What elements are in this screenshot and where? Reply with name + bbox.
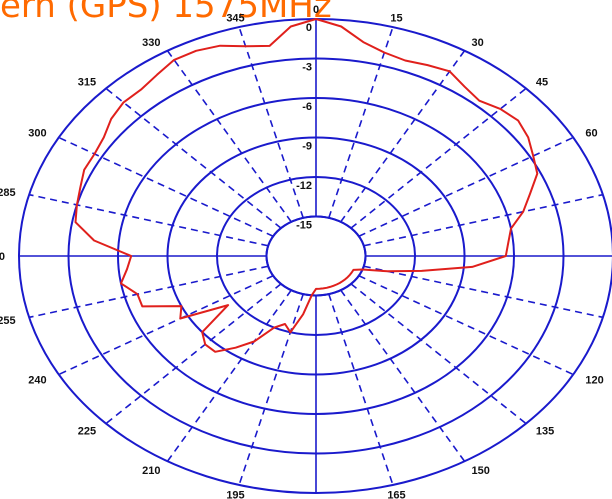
radial-tick-label: -9: [302, 141, 312, 153]
radial-tick-label: -6: [302, 101, 312, 113]
radial-tick-label: -3: [302, 62, 312, 74]
radial-labels: 0 -3 -6 -9 -12 -15: [296, 22, 312, 232]
angle-tick-label: 30: [472, 37, 484, 49]
angle-tick-label: 15: [390, 12, 402, 24]
grid-spoke: [238, 26, 304, 219]
grid-spoke: [328, 26, 394, 219]
angle-tick-label: 165: [387, 490, 405, 499]
angle-tick-label: 345: [226, 12, 244, 24]
angle-labels: 0153045607590105120135150165180195210225…: [0, 4, 604, 499]
angle-tick-label: 0: [313, 4, 319, 16]
grid-spoke: [238, 293, 304, 486]
grid-spoke: [58, 275, 274, 376]
radial-tick-label: -15: [296, 220, 312, 232]
grid-spoke: [105, 283, 282, 425]
grid-spoke: [105, 87, 282, 229]
angle-tick-label: 60: [585, 128, 597, 140]
grid-spoke: [358, 275, 574, 376]
angle-tick-label: 315: [78, 76, 96, 88]
grid-spoke: [28, 193, 269, 247]
angle-tick-label: 150: [472, 465, 490, 477]
angle-tick-label: 135: [536, 426, 554, 438]
grid-ring: [265, 215, 367, 297]
grid-spoke: [328, 293, 394, 486]
grid-spoke: [363, 265, 604, 319]
angle-tick-label: 120: [585, 375, 603, 387]
grid-spoke: [350, 87, 527, 229]
grid-spokes: [19, 19, 612, 493]
angle-tick-label: 330: [142, 37, 160, 49]
radial-tick-label: -12: [296, 180, 312, 192]
angle-tick-label: 240: [28, 375, 46, 387]
angle-tick-label: 285: [0, 187, 16, 199]
angle-tick-label: 300: [28, 128, 46, 140]
grid-spoke: [28, 265, 269, 319]
radial-tick-label: 0: [306, 22, 312, 34]
grid-spoke: [363, 193, 604, 247]
grid-spoke: [350, 283, 527, 425]
angle-tick-label: 195: [226, 490, 244, 499]
angle-tick-label: 210: [142, 465, 160, 477]
angle-tick-label: 270: [0, 251, 5, 263]
angle-tick-label: 45: [536, 76, 548, 88]
angle-tick-label: 225: [78, 426, 96, 438]
angle-tick-label: 255: [0, 315, 16, 327]
trace-group: [74, 18, 539, 353]
pattern-trace: [74, 18, 539, 353]
grid-spoke: [358, 136, 574, 237]
